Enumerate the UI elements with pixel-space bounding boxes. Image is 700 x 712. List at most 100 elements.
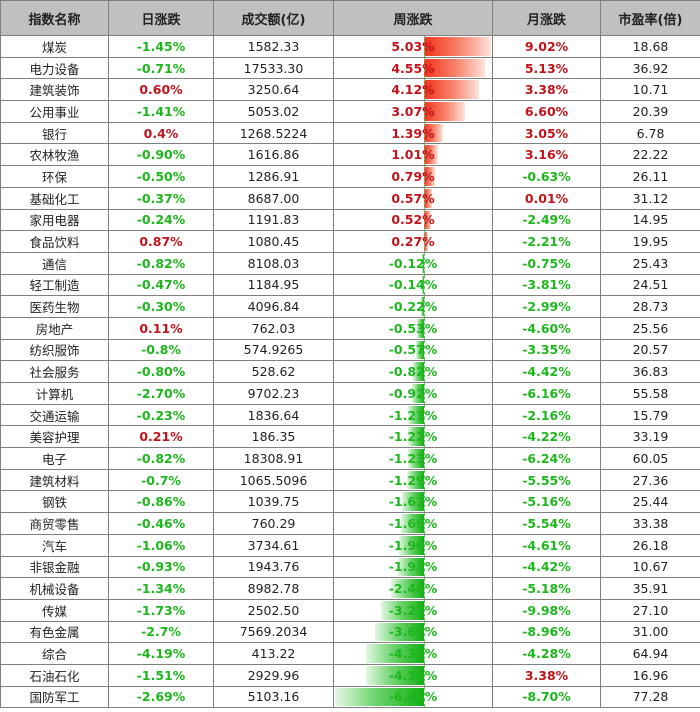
weekly-data-bar (391, 579, 424, 598)
data-bar-axis (424, 535, 426, 556)
index-name: 基础化工 (0, 186, 109, 210)
weekly-change-cell: -6.64% (333, 685, 493, 709)
table-row: 商贸零售 -0.46% 760.29 -1.69% -5.54% 33.38 (0, 512, 700, 535)
index-name: 食品饮料 (0, 230, 109, 253)
weekly-change-cell: -0.14% (333, 273, 493, 297)
index-name: 汽车 (0, 533, 109, 557)
weekly-change: -2.44% (388, 581, 438, 597)
weekly-data-bar (424, 188, 432, 208)
data-bar-axis (424, 58, 426, 78)
data-bar-axis (424, 318, 426, 339)
index-name: 钢铁 (0, 490, 109, 514)
weekly-change: 1.01% (391, 147, 435, 163)
monthly-change: -2.49% (492, 208, 601, 232)
index-name: 医药生物 (0, 295, 109, 318)
header-row: 指数名称 日涨跌 成交额(亿) 周涨跌 月涨跌 市盈率(倍) (0, 0, 700, 36)
volume: 17533.30 (213, 56, 334, 80)
header-volume[interactable]: 成交额(亿) (213, 0, 334, 36)
volume: 1080.45 (213, 230, 334, 253)
daily-change: -0.47% (108, 273, 214, 297)
pe-ratio: 25.56 (600, 316, 700, 340)
daily-change: -4.19% (108, 642, 214, 665)
daily-change: -0.23% (108, 403, 214, 427)
header-monthly-change[interactable]: 月涨跌 (492, 0, 601, 36)
weekly-change: 4.12% (391, 82, 435, 98)
monthly-change: -3.35% (492, 338, 601, 362)
data-bar-axis (424, 361, 426, 382)
monthly-change: -4.61% (492, 533, 601, 557)
weekly-data-bar (424, 37, 492, 56)
pe-ratio: 35.91 (600, 577, 700, 600)
pe-ratio: 77.28 (600, 685, 700, 709)
weekly-change-cell: -1.69% (333, 512, 493, 535)
pe-ratio: 16.96 (600, 663, 700, 687)
weekly-change: -0.82% (388, 364, 438, 380)
data-bar-axis (424, 578, 426, 599)
weekly-change: 0.57% (391, 190, 435, 206)
data-bar-axis (424, 643, 426, 664)
pe-ratio: 10.71 (600, 78, 700, 102)
weekly-change-cell: 4.55% (333, 56, 493, 80)
weekly-data-bar (416, 318, 424, 338)
volume: 186.35 (213, 425, 334, 449)
weekly-change-cell: 1.39% (333, 121, 493, 145)
weekly-change-cell: -3.69% (333, 620, 493, 644)
weekly-data-bar (424, 232, 428, 251)
pe-ratio: 25.44 (600, 490, 700, 514)
data-bar-axis (424, 556, 426, 577)
volume: 762.03 (213, 316, 334, 340)
weekly-change-cell: -1.23% (333, 447, 493, 470)
volume: 1268.5224 (213, 121, 334, 145)
volume: 5103.16 (213, 685, 334, 709)
index-name: 机械设备 (0, 577, 109, 600)
weekly-data-bar (416, 340, 424, 360)
table-row: 煤炭 -1.45% 1582.33 5.03% 9.02% 18.68 (0, 35, 700, 58)
header-weekly-change[interactable]: 周涨跌 (333, 0, 493, 36)
volume: 1184.95 (213, 273, 334, 297)
daily-change: 0.21% (108, 425, 214, 449)
pe-ratio: 25.43 (600, 251, 700, 275)
daily-change: -0.90% (108, 143, 214, 167)
monthly-change: -6.24% (492, 447, 601, 470)
volume: 18308.91 (213, 447, 334, 470)
index-name: 社会服务 (0, 360, 109, 383)
table-row: 电力设备 -0.71% 17533.30 4.55% 5.13% 36.92 (0, 56, 700, 80)
table-row: 非银金融 -0.93% 1943.76 -1.93% -4.42% 10.67 (0, 555, 700, 579)
monthly-change: 6.60% (492, 100, 601, 123)
index-name: 环保 (0, 165, 109, 188)
weekly-data-bar (424, 123, 443, 143)
table-row: 电子 -0.82% 18308.91 -1.23% -6.24% 60.05 (0, 447, 700, 470)
weekly-change-cell: -0.22% (333, 295, 493, 318)
volume: 574.9265 (213, 338, 334, 362)
daily-change: 0.60% (108, 78, 214, 102)
pe-ratio: 10.67 (600, 555, 700, 579)
pe-ratio: 18.68 (600, 35, 700, 58)
header-pe-ratio[interactable]: 市盈率(倍) (600, 0, 700, 36)
weekly-change: -1.21% (388, 407, 438, 423)
index-name: 石油石化 (0, 663, 109, 687)
daily-change: -0.93% (108, 555, 214, 579)
monthly-change: -4.28% (492, 642, 601, 665)
monthly-change: -5.55% (492, 468, 601, 492)
index-name: 有色金属 (0, 620, 109, 644)
weekly-data-bar (407, 427, 424, 447)
table-row: 汽车 -1.06% 3734.61 -1.90% -4.61% 26.18 (0, 533, 700, 557)
table-row: 交通运输 -0.23% 1836.64 -1.21% -2.16% 15.79 (0, 403, 700, 427)
pe-ratio: 24.51 (600, 273, 700, 297)
table-row: 银行 0.4% 1268.5224 1.39% 3.05% 6.78 (0, 121, 700, 145)
pe-ratio: 31.00 (600, 620, 700, 644)
volume: 1582.33 (213, 35, 334, 58)
table-row: 计算机 -2.70% 9702.23 -0.92% -6.16% 55.58 (0, 382, 700, 405)
volume: 1616.86 (213, 143, 334, 167)
weekly-change: -0.53% (388, 320, 438, 336)
weekly-change: -3.69% (388, 624, 438, 640)
index-name: 传媒 (0, 598, 109, 622)
volume: 1039.75 (213, 490, 334, 514)
weekly-change-cell: 0.79% (333, 165, 493, 188)
index-name: 非银金融 (0, 555, 109, 579)
daily-change: -0.82% (108, 251, 214, 275)
weekly-change-cell: -1.67% (333, 490, 493, 514)
header-index-name[interactable]: 指数名称 (0, 0, 109, 36)
header-daily-change[interactable]: 日涨跌 (108, 0, 214, 36)
index-name: 国防军工 (0, 685, 109, 709)
